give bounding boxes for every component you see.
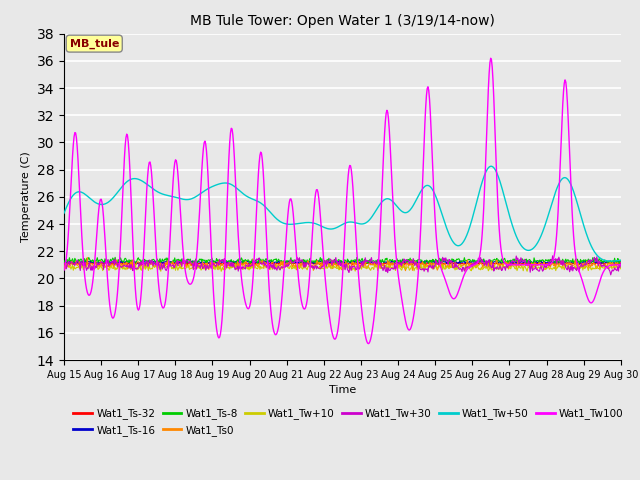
Title: MB Tule Tower: Open Water 1 (3/19/14-now): MB Tule Tower: Open Water 1 (3/19/14-now…	[190, 14, 495, 28]
X-axis label: Time: Time	[329, 385, 356, 395]
Text: MB_tule: MB_tule	[70, 38, 119, 49]
Legend: Wat1_Ts-32, Wat1_Ts-16, Wat1_Ts-8, Wat1_Ts0, Wat1_Tw+10, Wat1_Tw+30, Wat1_Tw+50,: Wat1_Ts-32, Wat1_Ts-16, Wat1_Ts-8, Wat1_…	[69, 404, 628, 440]
Y-axis label: Temperature (C): Temperature (C)	[21, 151, 31, 242]
